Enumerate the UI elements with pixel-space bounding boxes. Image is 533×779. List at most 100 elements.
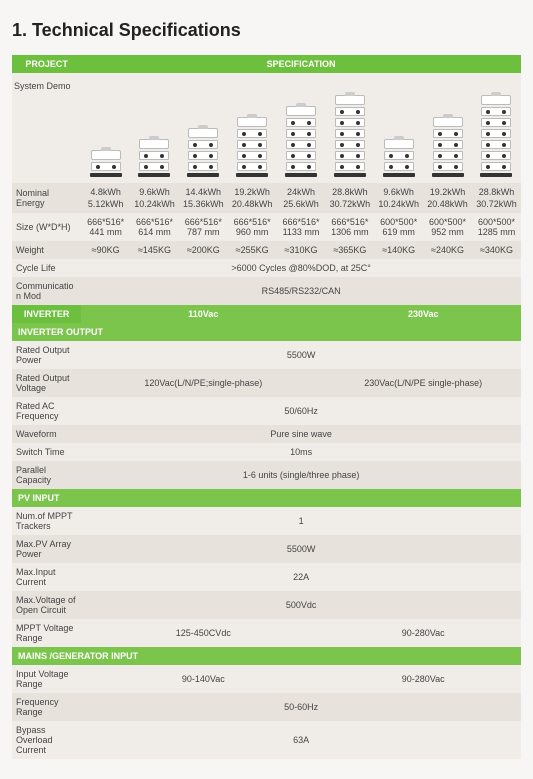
header-inverter-output: INVERTER OUTPUT (12, 323, 521, 341)
row-waveform: Waveform Pure sine wave (12, 425, 521, 443)
stack-cell (179, 73, 228, 183)
stack-cell (325, 73, 374, 183)
header-inverter: INVERTER 110Vac 230Vac (12, 305, 521, 323)
label-rated-power: Rated Output Power (12, 341, 81, 369)
row-maxpv: Max.PV Array Power 5500W (12, 535, 521, 563)
stack-cell (130, 73, 179, 183)
label-system-demo: System Demo (12, 73, 81, 183)
label-mppt-num: Num.of MPPT Trackers (12, 507, 81, 535)
hdr-110vac: 110Vac (81, 305, 325, 323)
label-comm: Communication Mod (12, 277, 81, 305)
label-weight: Weight (12, 241, 81, 259)
stack-cell (374, 73, 423, 183)
row-bypass: Bypass Overload Current 63A (12, 721, 521, 759)
freq-range-val: 50-60Hz (81, 693, 521, 721)
ne-b: 15.36kWh (183, 199, 224, 209)
bypass-val: 63A (81, 721, 521, 759)
row-maxvoc: Max.Voltage of Open Circuit 500Vdc (12, 591, 521, 619)
ivr-a: 90-140Vac (81, 665, 325, 693)
size-val: 666*516*787 mm (179, 213, 228, 241)
label-maxvoc: Max.Voltage of Open Circuit (12, 591, 81, 619)
size-val: 600*500*952 mm (423, 213, 472, 241)
header-pv-input: PV INPUT (12, 489, 521, 507)
ne-b: 20.48kWh (232, 199, 273, 209)
size-val: 666*516*1306 mm (325, 213, 374, 241)
ne-b: 30.72kWh (476, 199, 517, 209)
label-freq-range: Frequency Range (12, 693, 81, 721)
label-bypass: Bypass Overload Current (12, 721, 81, 759)
ne-a: 9.6kWh (383, 187, 414, 197)
weight-val: ≈90KG (81, 241, 130, 259)
row-weight: Weight ≈90KG ≈145KG ≈200KG ≈255KG ≈310KG… (12, 241, 521, 259)
row-maxcur: Max.Input Current 22A (12, 563, 521, 591)
size-val: 666*516*960 mm (228, 213, 277, 241)
row-rated-freq: Rated AC Frequency 50/60Hz (12, 397, 521, 425)
rated-power-val: 5500W (81, 341, 521, 369)
ne-b: 30.72kWh (330, 199, 371, 209)
waveform-val: Pure sine wave (81, 425, 521, 443)
row-nominal-energy: Nominal Energy 4.8kWh5.12kWh 9.6kWh10.24… (12, 183, 521, 213)
maxvoc-val: 500Vdc (81, 591, 521, 619)
parallel-val: 1-6 units (single/three phase) (81, 461, 521, 489)
weight-val: ≈255KG (228, 241, 277, 259)
comm-val: RS485/RS232/CAN (81, 277, 521, 305)
label-ivr: Input Voltage Range (12, 665, 81, 693)
hdr-pv: PV INPUT (12, 489, 521, 507)
label-mppt-range: MPPT Voltage Range (12, 619, 81, 647)
ne-b: 25.6kWh (283, 199, 319, 209)
mppt-range-a: 125-450CVdc (81, 619, 325, 647)
weight-val: ≈240KG (423, 241, 472, 259)
page-title: 1. Technical Specifications (12, 20, 521, 41)
size-val: 666*516*1133 mm (277, 213, 326, 241)
hdr-project: PROJECT (12, 55, 81, 73)
label-rated-freq: Rated AC Frequency (12, 397, 81, 425)
stack-cell (277, 73, 326, 183)
label-waveform: Waveform (12, 425, 81, 443)
stack-cell (228, 73, 277, 183)
weight-val: ≈140KG (374, 241, 423, 259)
size-val: 600*500*619 mm (374, 213, 423, 241)
row-size: Size (W*D*H) 666*516*441 mm 666*516*614 … (12, 213, 521, 241)
spec-table: PROJECT SPECIFICATION System Demo Nomina… (12, 55, 521, 759)
label-switch: Switch Time (12, 443, 81, 461)
ne-a: 9.6kWh (139, 187, 170, 197)
mppt-range-b: 90-280Vac (325, 619, 521, 647)
rated-voltage-b: 230Vac(L/N/PE single-phase) (325, 369, 521, 397)
ne-b: 10.24kWh (378, 199, 419, 209)
ne-b: 20.48kWh (427, 199, 468, 209)
label-parallel: Parallel Capacity (12, 461, 81, 489)
ne-a: 28.8kWh (332, 187, 368, 197)
label-rated-voltage: Rated Output Voltage (12, 369, 81, 397)
hdr-mains: MAINS /GENERATOR INPUT (12, 647, 521, 665)
row-switch-time: Switch Time 10ms (12, 443, 521, 461)
size-val: 666*516*614 mm (130, 213, 179, 241)
row-parallel: Parallel Capacity 1-6 units (single/thre… (12, 461, 521, 489)
stack-cell (81, 73, 130, 183)
header-project-spec: PROJECT SPECIFICATION (12, 55, 521, 73)
ne-a: 19.2kWh (430, 187, 466, 197)
ne-a: 28.8kWh (479, 187, 515, 197)
label-maxpv: Max.PV Array Power (12, 535, 81, 563)
row-system-demo: System Demo (12, 73, 521, 183)
header-mains: MAINS /GENERATOR INPUT (12, 647, 521, 665)
row-ivr: Input Voltage Range 90-140Vac 90-280Vac (12, 665, 521, 693)
weight-val: ≈365KG (325, 241, 374, 259)
row-rated-voltage: Rated Output Voltage 120Vac(L/N/PE;singl… (12, 369, 521, 397)
weight-val: ≈340KG (472, 241, 521, 259)
row-rated-power: Rated Output Power 5500W (12, 341, 521, 369)
hdr-specification: SPECIFICATION (81, 55, 521, 73)
rated-voltage-a: 120Vac(L/N/PE;single-phase) (81, 369, 325, 397)
switch-val: 10ms (81, 443, 521, 461)
hdr-inv-out: INVERTER OUTPUT (12, 323, 521, 341)
row-mppt-range: MPPT Voltage Range 125-450CVdc 90-280Vac (12, 619, 521, 647)
hdr-inverter-label: INVERTER (12, 305, 81, 323)
weight-val: ≈145KG (130, 241, 179, 259)
ivr-b: 90-280Vac (325, 665, 521, 693)
row-mppt-num: Num.of MPPT Trackers 1 (12, 507, 521, 535)
ne-a: 24kWh (287, 187, 315, 197)
ne-b: 5.12kWh (88, 199, 124, 209)
label-size: Size (W*D*H) (12, 213, 81, 241)
hdr-230vac: 230Vac (325, 305, 521, 323)
maxcur-val: 22A (81, 563, 521, 591)
label-maxcur: Max.Input Current (12, 563, 81, 591)
